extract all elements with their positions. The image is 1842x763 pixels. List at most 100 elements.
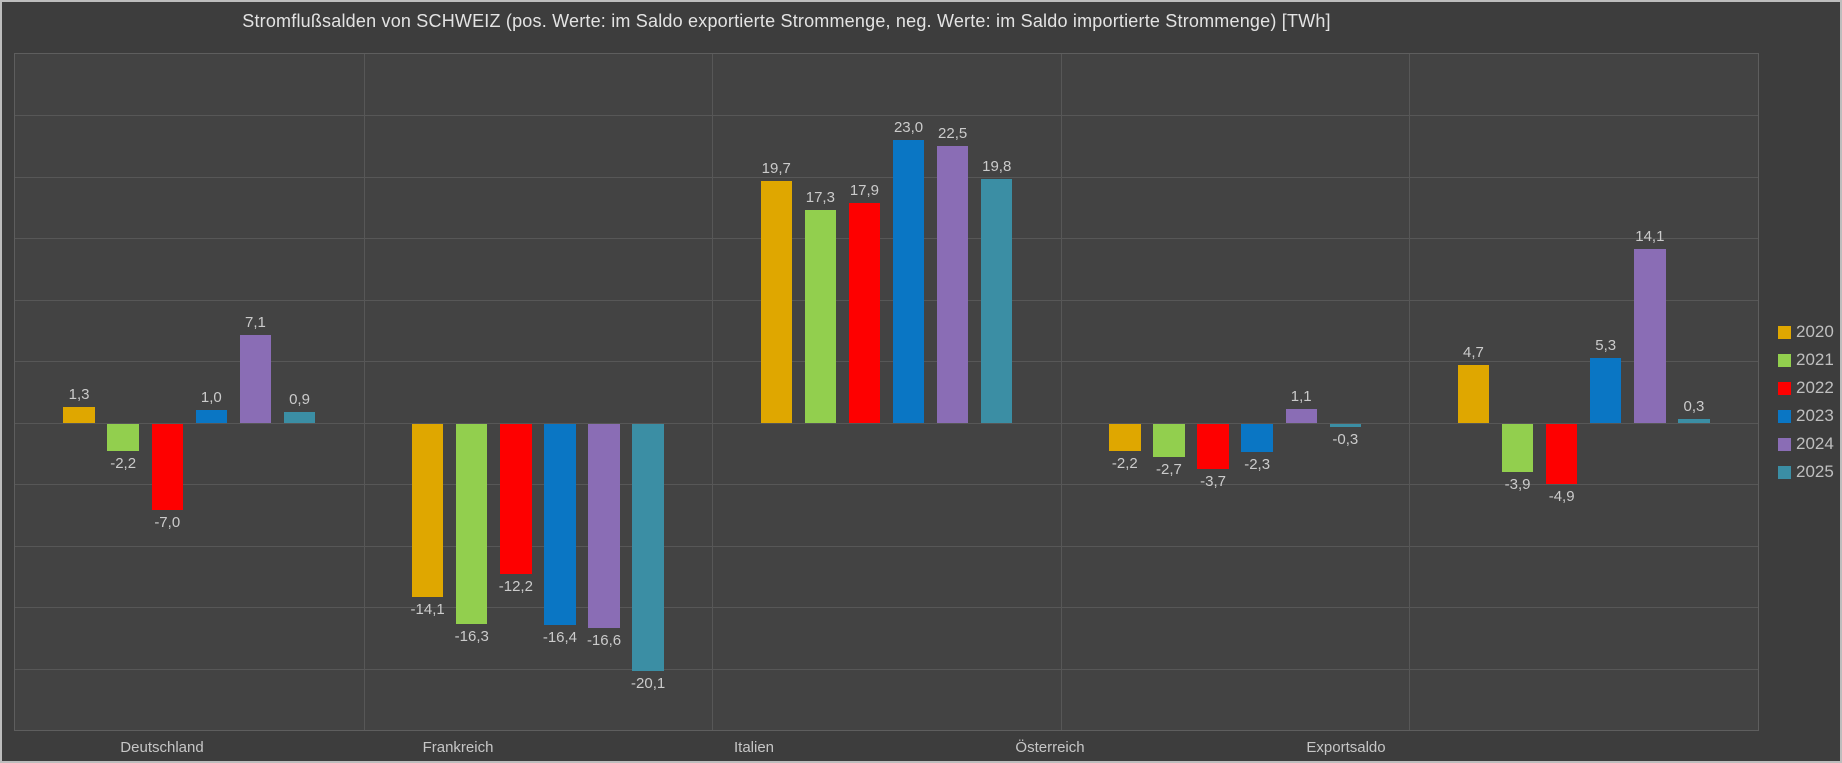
gridline-h-10 bbox=[15, 299, 1758, 301]
gridline-h-5 bbox=[15, 361, 1758, 363]
bar-2023-italien[interactable] bbox=[892, 140, 925, 423]
legend-swatch-2020 bbox=[1778, 325, 1791, 339]
bar-value-label: 7,1 bbox=[245, 314, 266, 332]
legend-item-2025[interactable]: 2025 bbox=[1778, 458, 1840, 486]
bar-2020-österreich[interactable] bbox=[1109, 423, 1141, 451]
bar-value-label: 4,7 bbox=[1463, 343, 1484, 361]
bar-value-label: 22,5 bbox=[938, 125, 968, 143]
gridline-h-15 bbox=[15, 238, 1758, 240]
legend-item-2022[interactable]: 2022 bbox=[1778, 374, 1840, 402]
gridline-h--15 bbox=[15, 607, 1758, 609]
bar-value-label: 17,3 bbox=[805, 189, 835, 207]
gridline-h--10 bbox=[15, 545, 1758, 547]
legend-label: 2022 bbox=[1796, 378, 1834, 397]
bar-value-label: -2,2 bbox=[110, 454, 137, 472]
bar-2024-exportsaldo[interactable] bbox=[1634, 249, 1666, 423]
bar-value-label: -2,3 bbox=[1244, 455, 1271, 473]
bar-2020-exportsaldo[interactable] bbox=[1457, 364, 1490, 423]
bar-value-label: -16,4 bbox=[542, 629, 578, 647]
gridline-h-20 bbox=[15, 176, 1758, 178]
bar-value-label: 14,1 bbox=[1635, 228, 1665, 246]
bar-value-label: -16,3 bbox=[454, 628, 489, 646]
bar-value-label: -3,7 bbox=[1200, 473, 1226, 491]
bar-2023-deutschland[interactable] bbox=[195, 410, 228, 423]
bar-value-label: 0,9 bbox=[289, 390, 310, 408]
bar-value-label: -2,7 bbox=[1156, 460, 1182, 478]
bar-2021-deutschland[interactable] bbox=[107, 423, 139, 451]
bar-2021-österreich[interactable] bbox=[1153, 423, 1185, 457]
bar-2021-italien[interactable] bbox=[804, 210, 837, 423]
legend-item-2024[interactable]: 2024 bbox=[1778, 430, 1840, 458]
category-label-oesterreich: Österreich bbox=[1015, 739, 1085, 756]
bar-value-label: -16,6 bbox=[586, 631, 622, 649]
legend-label: 2023 bbox=[1796, 406, 1834, 425]
bar-2020-deutschland[interactable] bbox=[63, 406, 95, 423]
bar-2025-österreich[interactable] bbox=[1329, 423, 1362, 428]
bar-2025-deutschland[interactable] bbox=[283, 411, 316, 423]
legend-swatch-2023 bbox=[1778, 409, 1791, 423]
legend-swatch-2022 bbox=[1778, 381, 1791, 395]
x-axis-category-labels: Deutschland Frankreich Italien Österreic… bbox=[14, 739, 1494, 756]
bar-2022-italien[interactable] bbox=[848, 202, 881, 423]
legend-swatch-2024 bbox=[1778, 437, 1791, 451]
category-label-italien: Italien bbox=[733, 739, 775, 756]
bar-2024-italien[interactable] bbox=[936, 146, 969, 423]
bar-value-label: 5,3 bbox=[1595, 336, 1617, 354]
legend-swatch-2025 bbox=[1778, 465, 1791, 479]
bar-2020-frankreich[interactable] bbox=[411, 423, 444, 598]
chart-title: Stromflußsalden von SCHWEIZ (pos. Werte:… bbox=[242, 11, 1331, 31]
gridline-h-0 bbox=[15, 422, 1758, 424]
bar-2024-österreich[interactable] bbox=[1285, 409, 1317, 423]
bar-2021-frankreich[interactable] bbox=[456, 423, 488, 625]
bar-2025-italien[interactable] bbox=[981, 179, 1013, 423]
bar-2022-deutschland[interactable] bbox=[151, 423, 183, 510]
bar-value-label: -3,9 bbox=[1504, 475, 1531, 493]
bar-value-label: -4,9 bbox=[1548, 487, 1575, 505]
bar-value-label: 23,0 bbox=[893, 119, 924, 137]
legend: 2020 2021 2022 2023 2024 2025 bbox=[1778, 318, 1840, 486]
gridline-v-1 bbox=[363, 54, 365, 730]
bar-2024-frankreich[interactable] bbox=[588, 423, 620, 628]
legend-swatch-2021 bbox=[1778, 353, 1791, 367]
bar-2023-frankreich[interactable] bbox=[544, 423, 576, 626]
bar-2022-frankreich[interactable] bbox=[500, 423, 532, 574]
bar-value-label: 17,9 bbox=[849, 181, 880, 199]
bar-value-label: 19,7 bbox=[761, 159, 791, 177]
bar-value-label: -7,0 bbox=[154, 513, 181, 531]
category-label-deutschland: Deutschland bbox=[120, 739, 204, 756]
bar-2023-exportsaldo[interactable] bbox=[1590, 357, 1622, 423]
bar-value-label: -14,1 bbox=[410, 601, 445, 619]
bar-value-label: 1,1 bbox=[1290, 388, 1312, 406]
legend-item-2023[interactable]: 2023 bbox=[1778, 402, 1840, 430]
category-label-exportsaldo: Exportsaldo bbox=[1306, 739, 1386, 756]
bar-value-label: -20,1 bbox=[631, 674, 666, 692]
gridline-h-25 bbox=[15, 115, 1758, 117]
bar-2021-exportsaldo[interactable] bbox=[1501, 423, 1534, 472]
bar-2022-exportsaldo[interactable] bbox=[1545, 423, 1578, 484]
bar-2022-österreich[interactable] bbox=[1197, 423, 1229, 470]
bar-value-label: -0,3 bbox=[1332, 431, 1359, 449]
gridline-v-2 bbox=[712, 54, 714, 730]
gridline-v-3 bbox=[1060, 54, 1062, 730]
bar-value-label: 1,3 bbox=[68, 385, 90, 403]
bar-2025-frankreich[interactable] bbox=[632, 423, 664, 671]
bar-value-label: 1,0 bbox=[200, 389, 222, 407]
gridline-v-4 bbox=[1409, 54, 1411, 730]
legend-label: 2025 bbox=[1796, 462, 1834, 481]
legend-item-2020[interactable]: 2020 bbox=[1778, 318, 1840, 346]
bar-value-label: -12,2 bbox=[498, 577, 533, 595]
legend-label: 2024 bbox=[1796, 434, 1834, 453]
bar-value-label: 19,8 bbox=[982, 158, 1012, 176]
gridline-h--5 bbox=[15, 484, 1758, 486]
bar-2023-österreich[interactable] bbox=[1241, 423, 1273, 452]
bar-value-label: 0,3 bbox=[1683, 398, 1705, 416]
bar-2024-deutschland[interactable] bbox=[239, 335, 272, 423]
legend-label: 2021 bbox=[1796, 350, 1834, 369]
gridline-h--20 bbox=[15, 668, 1758, 670]
bar-2020-italien[interactable] bbox=[760, 180, 792, 423]
category-label-frankreich: Frankreich bbox=[422, 739, 494, 756]
bar-2025-exportsaldo[interactable] bbox=[1678, 419, 1710, 423]
legend-item-2021[interactable]: 2021 bbox=[1778, 346, 1840, 374]
plot-area: 1,3 -2,2 -7,0 1,0 7,1 0,9 -14,1 -16,3 -12,2 -16,4… bbox=[14, 53, 1759, 731]
